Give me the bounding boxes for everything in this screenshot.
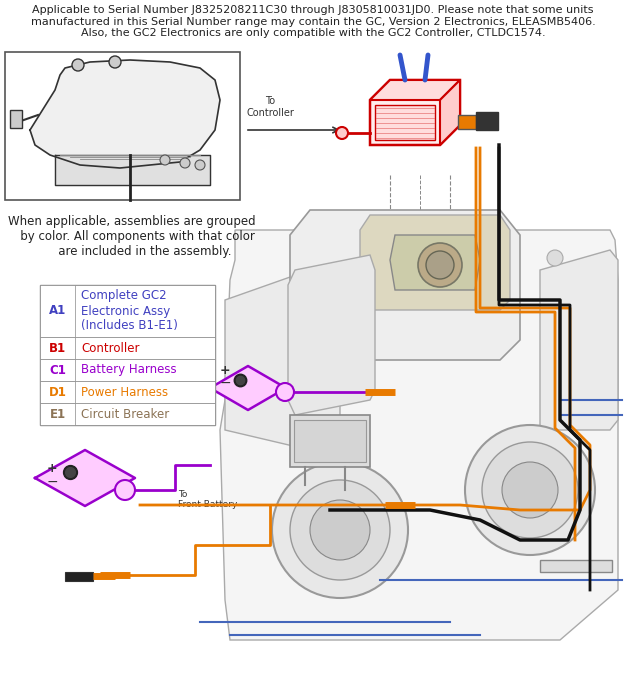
Circle shape [336,127,348,139]
Text: When applicable, assemblies are grouped
   by color. All components with that co: When applicable, assemblies are grouped … [8,215,255,258]
Circle shape [115,480,135,500]
Text: Battery Harness: Battery Harness [81,364,177,376]
Polygon shape [540,250,618,430]
Bar [458,115,476,129]
Polygon shape [30,60,220,168]
Bar [40,403,215,425]
Polygon shape [390,235,480,290]
Circle shape [72,59,84,71]
Circle shape [482,442,578,538]
Bar [540,560,612,572]
Polygon shape [55,155,210,185]
Bar [40,359,75,381]
Text: Circuit Breaker: Circuit Breaker [81,407,169,421]
Bar [40,285,215,337]
Bar [10,110,22,128]
Text: Power Harness: Power Harness [81,385,168,398]
Text: Controller: Controller [81,342,140,355]
Circle shape [276,383,294,401]
Circle shape [418,243,462,287]
Circle shape [272,462,408,598]
Text: +: + [47,462,58,475]
Bar [40,381,215,403]
Bar [65,572,93,581]
Bar [40,285,75,337]
Circle shape [310,500,370,560]
Polygon shape [360,215,510,310]
Bar [40,337,75,359]
Polygon shape [375,105,435,140]
Text: To
Front Battery: To Front Battery [178,490,237,509]
Circle shape [547,250,563,266]
Text: C1: C1 [49,364,66,376]
Circle shape [290,480,390,580]
Bar [40,337,215,359]
Bar [294,420,366,462]
Circle shape [465,425,595,555]
Polygon shape [210,366,286,410]
Text: −: − [46,475,58,489]
Polygon shape [440,80,460,145]
Polygon shape [35,450,135,506]
Text: +: + [220,364,230,376]
Text: E1: E1 [49,407,66,421]
Polygon shape [370,80,460,145]
Text: D1: D1 [49,385,66,398]
Polygon shape [225,270,340,450]
Bar [40,403,75,425]
Polygon shape [288,255,375,415]
Text: To
Rear Battery: To Rear Battery [303,362,360,382]
Polygon shape [220,230,618,640]
Circle shape [160,155,170,165]
Circle shape [195,160,205,170]
Text: A1: A1 [49,304,66,317]
Circle shape [109,56,121,68]
Text: B1: B1 [49,342,66,355]
Bar [290,415,370,467]
Polygon shape [370,80,460,100]
Bar [476,112,498,130]
Circle shape [180,158,190,168]
Polygon shape [290,210,520,360]
Bar [40,285,215,425]
Bar [40,381,75,403]
Text: To
Controller: To Controller [246,96,294,118]
Text: Applicable to Serial Number J8325208211C30 through J8305810031JD0. Please note t: Applicable to Serial Number J8325208211C… [31,5,595,38]
Circle shape [426,251,454,279]
Text: Complete GC2
Electronic Assy
(Includes B1-E1): Complete GC2 Electronic Assy (Includes B… [81,290,178,333]
Bar [40,359,215,381]
Bar [5,52,240,200]
Circle shape [502,462,558,518]
Text: −: − [219,376,231,390]
